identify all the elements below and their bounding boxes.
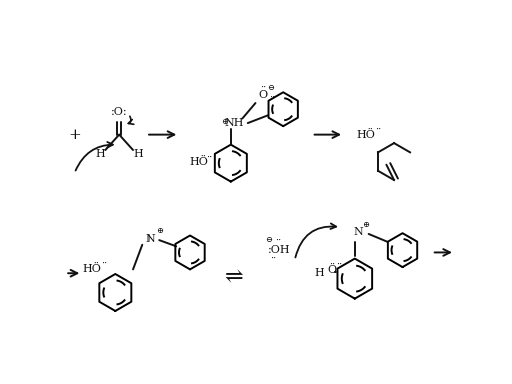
Text: ⊕: ⊕ bbox=[362, 221, 369, 229]
Text: :OH: :OH bbox=[268, 245, 291, 255]
Text: :O:: :O: bbox=[111, 106, 127, 116]
Text: ⊖: ⊖ bbox=[267, 84, 274, 92]
Text: ⊕: ⊕ bbox=[221, 118, 228, 126]
Text: ··: ·· bbox=[336, 260, 343, 269]
Text: +: + bbox=[68, 127, 81, 142]
Text: H: H bbox=[134, 149, 143, 159]
Text: HÖ: HÖ bbox=[83, 264, 102, 275]
Text: ⊖: ⊖ bbox=[265, 236, 272, 244]
Text: NH: NH bbox=[225, 118, 244, 128]
Text: ··: ·· bbox=[375, 125, 382, 134]
Text: H: H bbox=[95, 149, 105, 159]
Text: N: N bbox=[145, 233, 155, 243]
Text: ··: ·· bbox=[274, 236, 281, 245]
Text: ··: ·· bbox=[269, 93, 275, 101]
Text: ··: ·· bbox=[260, 83, 266, 92]
Text: N: N bbox=[353, 227, 363, 237]
Text: ··: ·· bbox=[101, 259, 107, 268]
Text: HÖ: HÖ bbox=[189, 157, 208, 167]
Text: Ö: Ö bbox=[327, 265, 336, 275]
Text: ⇌: ⇌ bbox=[224, 266, 243, 288]
Text: H: H bbox=[314, 268, 324, 278]
Text: ||: || bbox=[146, 233, 151, 241]
Text: ⊕: ⊕ bbox=[156, 227, 163, 235]
Text: O: O bbox=[259, 90, 268, 100]
Text: ··: ·· bbox=[270, 253, 276, 262]
Text: ··: ·· bbox=[206, 152, 212, 161]
Text: HÖ: HÖ bbox=[356, 130, 375, 140]
